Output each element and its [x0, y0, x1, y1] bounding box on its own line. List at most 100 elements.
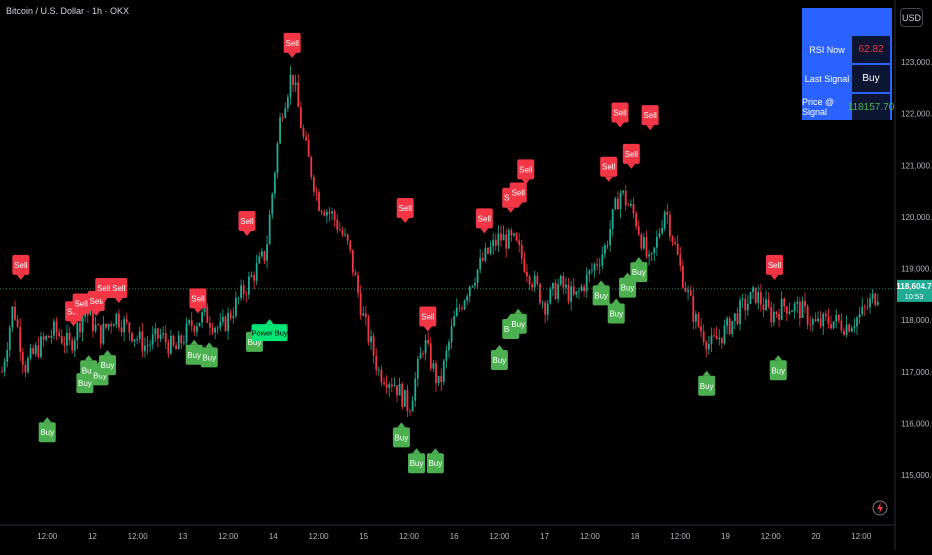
candle-body: [279, 117, 281, 144]
symbol-title[interactable]: Bitcoin / U.S. Dollar · 1h · OKX: [6, 6, 130, 16]
sell-signal-label[interactable]: Sell: [419, 306, 437, 332]
buy-signal-label[interactable]: Buy: [426, 448, 444, 474]
candle-body: [380, 369, 383, 383]
sell-signal-label[interactable]: Sell: [509, 182, 527, 208]
sell-signal-label[interactable]: Sell: [611, 102, 629, 128]
candle-body: [406, 389, 409, 412]
sell-signal-label[interactable]: Sell: [189, 288, 207, 314]
candle-body: [461, 308, 463, 310]
buy-signal-label[interactable]: Buy: [490, 344, 508, 370]
sell-signal-label[interactable]: Sell: [12, 254, 30, 280]
current-price-value: 118,604.7: [896, 282, 932, 291]
candle-body: [489, 246, 492, 254]
buy-signal-label[interactable]: Buy: [200, 342, 218, 368]
candle-body: [164, 333, 167, 343]
candle-body: [84, 311, 87, 317]
signal-panel: RSI Now 62.82 Last Signal Buy Price @ Si…: [802, 8, 894, 120]
candle-body: [645, 237, 648, 257]
candle-body: [172, 335, 175, 346]
x-tick-label: 13: [178, 532, 187, 541]
svg-text:Buy: Buy: [248, 338, 262, 347]
sell-signal-label[interactable]: Sell: [641, 105, 659, 131]
power-buy-signal-label[interactable]: Power Buy: [251, 319, 288, 342]
buy-signal-label[interactable]: Buy: [607, 298, 625, 324]
candle-body: [307, 140, 310, 157]
sell-signal-label[interactable]: Sell: [517, 159, 535, 185]
lightning-icon[interactable]: [872, 500, 888, 516]
candle-body: [520, 244, 523, 259]
svg-text:Buy: Buy: [202, 353, 216, 362]
candle-body: [429, 343, 432, 369]
sell-signal-label[interactable]: Sell: [765, 254, 783, 280]
candle-body: [305, 136, 307, 141]
candle-body: [757, 292, 760, 303]
buy-signal-label[interactable]: Buy: [698, 370, 716, 396]
buy-signal-label[interactable]: Buy: [509, 308, 527, 334]
candle-body: [736, 313, 739, 324]
svg-text:Sell: Sell: [643, 111, 657, 120]
svg-text:Buy: Buy: [621, 284, 635, 293]
candle-body: [203, 306, 206, 313]
candle-body: [94, 324, 97, 332]
candle-body: [687, 290, 689, 292]
sell-signal-label[interactable]: Sell: [95, 278, 113, 304]
candle-body: [390, 384, 393, 387]
sell-signal-label[interactable]: Sell: [110, 278, 128, 304]
sell-signal-label[interactable]: Sell: [396, 198, 414, 224]
candle-body: [398, 383, 401, 396]
svg-text:Buy: Buy: [594, 291, 608, 300]
buy-signal-label[interactable]: Buy: [392, 422, 410, 448]
x-tick-label: 12:00: [218, 532, 239, 541]
candle-body: [227, 312, 229, 331]
svg-text:Sell: Sell: [512, 189, 526, 198]
candle-body: [131, 332, 133, 342]
candle-body: [876, 301, 879, 305]
sell-signal-label[interactable]: Sell: [238, 210, 256, 236]
buy-signal-label[interactable]: Buy: [619, 272, 637, 298]
candle-body: [63, 343, 66, 346]
candle-body: [357, 275, 359, 293]
svg-text:Sell: Sell: [768, 261, 782, 270]
sell-signal-label[interactable]: Sell: [72, 293, 90, 319]
buy-signal-label[interactable]: Buy: [99, 350, 117, 376]
buy-signal-label[interactable]: Buy: [592, 280, 610, 306]
candle-body: [27, 358, 29, 373]
candle-body: [21, 352, 24, 365]
candle-body: [604, 245, 606, 255]
candle-body: [336, 219, 339, 230]
buy-signal-label[interactable]: Buy: [408, 448, 426, 474]
svg-text:Sell: Sell: [421, 312, 435, 321]
candle-body: [830, 323, 832, 329]
svg-text:Sell: Sell: [399, 204, 413, 213]
candle-body: [351, 249, 354, 273]
svg-text:Buy: Buy: [187, 351, 201, 360]
candle-body: [778, 313, 780, 320]
sell-signal-label[interactable]: Sell: [622, 143, 640, 169]
buy-signal-label[interactable]: Buy: [769, 355, 787, 381]
buy-signal-label[interactable]: Buy: [630, 257, 648, 283]
candle-body: [370, 336, 372, 343]
candle-body: [281, 117, 284, 119]
candle-body: [273, 173, 276, 194]
sell-signal-label[interactable]: Sell: [283, 32, 301, 58]
buy-signal-label[interactable]: Buy: [38, 417, 56, 443]
candle-body: [325, 211, 328, 216]
candle-body: [1, 371, 3, 373]
candle-body: [3, 361, 6, 372]
candle-body: [643, 237, 645, 249]
candle-body: [112, 324, 115, 327]
candle-body: [611, 209, 614, 229]
buy-signal-label[interactable]: Buy: [185, 339, 203, 365]
candle-body: [99, 325, 102, 344]
sell-signal-label[interactable]: Sell: [475, 208, 493, 234]
candle-body: [159, 334, 162, 339]
candle-body: [157, 328, 159, 339]
sell-signal-label[interactable]: Sell: [600, 156, 618, 182]
currency-button[interactable]: USD: [900, 8, 923, 27]
candle-body: [850, 328, 853, 332]
candle-body: [440, 375, 443, 382]
candle-body: [372, 336, 375, 356]
candle-body: [354, 272, 357, 276]
